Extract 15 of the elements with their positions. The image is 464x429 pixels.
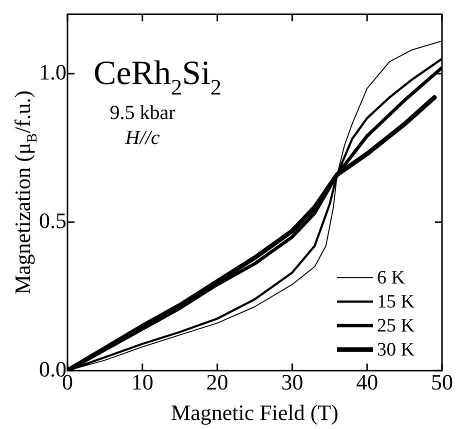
x-tick-label: 20	[206, 370, 228, 395]
y-tick-label: 0.5	[39, 208, 66, 233]
x-tick-label: 40	[356, 370, 378, 395]
legend-label: 15 K	[377, 292, 415, 313]
annotation: 9.5 kbar	[110, 102, 176, 124]
y-tick-label: 1.0	[39, 59, 66, 84]
legend-label: 6 K	[377, 268, 406, 289]
annotation: H//c	[124, 127, 160, 150]
x-tick-label: 30	[281, 370, 304, 395]
x-tick-label: 50	[431, 370, 453, 395]
x-tick-label: 10	[131, 370, 154, 395]
y-axis-title: Magnetization (μB/f.u.)	[10, 90, 41, 294]
x-axis-title: Magnetic Field (T)	[171, 400, 338, 425]
legend-label: 30 K	[377, 340, 415, 361]
legend-label: 25 K	[377, 316, 415, 337]
